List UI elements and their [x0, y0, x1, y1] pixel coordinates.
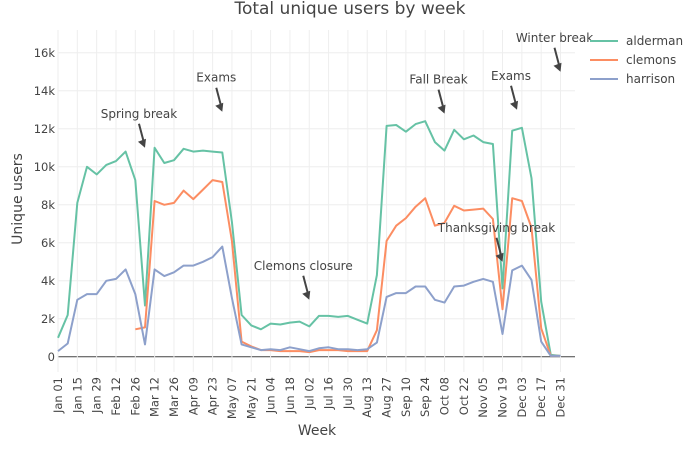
x-tick-label: Nov 05 — [476, 377, 490, 418]
annotation-layer: Spring break Exams Clemons closure Fall Bre… — [101, 31, 593, 300]
annotation-label: Clemons closure — [254, 259, 353, 273]
x-tick-label: Mar 12 — [148, 377, 162, 417]
y-tick-label: 0 — [48, 350, 55, 364]
y-tick-layer: 0 2k 4k 6k 8k 10k 12k 14k 16k — [34, 46, 56, 364]
annotation-arrow — [437, 89, 445, 109]
x-tick-label: Aug 13 — [360, 377, 374, 418]
x-tick-label: Mar 26 — [167, 377, 181, 417]
legend-label: clemons — [626, 53, 676, 67]
y-tick-label: 16k — [34, 46, 56, 60]
grid-layer — [57, 30, 575, 372]
annotation-label: Exams — [196, 71, 236, 85]
chart-title: Total unique users by week — [233, 0, 465, 19]
annotation: Spring break — [101, 107, 178, 148]
y-tick-label: 12k — [34, 122, 56, 136]
x-tick-label: Jan 01 — [51, 377, 65, 414]
y-tick-label: 6k — [41, 236, 55, 250]
x-tick-label: Jul 16 — [322, 377, 336, 410]
x-tick-label: Oct 08 — [438, 377, 452, 415]
legend-label: harrison — [626, 72, 675, 86]
x-tick-label: Feb 12 — [109, 377, 123, 416]
x-axis-title: Week — [298, 423, 337, 439]
x-tick-label: Oct 22 — [457, 377, 471, 415]
y-tick-label: 8k — [41, 198, 55, 212]
x-tick-label: Jul 02 — [302, 377, 316, 410]
y-axis-title: Unique users — [10, 153, 26, 245]
annotation-label: Exams — [491, 69, 531, 83]
annotation-arrow — [302, 275, 310, 296]
annotation: Winter break — [516, 31, 593, 72]
x-tick-label: Feb 26 — [128, 377, 142, 416]
x-tick-label: Sep 24 — [418, 377, 432, 417]
x-tick-label: Jul 30 — [341, 377, 355, 410]
annotation-arrowhead — [437, 104, 446, 114]
series-line-alderman — [57, 120, 561, 357]
x-tick-label: Apr 23 — [206, 377, 220, 415]
x-tick-layer: Jan 01 Jan 15 Jan 29 Feb 12 Feb 26 Mar 12 Mar … — [51, 377, 568, 419]
annotation: Fall Break — [409, 73, 468, 114]
annotation-arrowhead — [215, 102, 224, 112]
x-tick-label: Dec 17 — [534, 377, 548, 418]
annotation-arrowhead — [510, 100, 519, 110]
annotation-arrow — [510, 85, 517, 106]
annotation: Exams — [196, 71, 236, 112]
y-tick-label: 2k — [41, 312, 55, 326]
annotation-label: Winter break — [516, 31, 593, 45]
annotation-arrow — [215, 87, 223, 107]
annotation: Thanksgiving break — [437, 221, 556, 262]
x-tick-label: May 07 — [225, 377, 239, 419]
annotation-arrowhead — [137, 138, 146, 148]
x-tick-label: Jan 29 — [90, 377, 104, 414]
series-line-harrison — [57, 245, 561, 357]
legend: alderman clemons harrison — [590, 34, 683, 86]
legend-item-harrison[interactable]: harrison — [590, 72, 675, 86]
y-tick-label: 14k — [34, 84, 56, 98]
x-tick-label: Jun 04 — [264, 377, 278, 414]
annotation-arrow — [138, 123, 145, 144]
x-tick-label: Dec 03 — [515, 377, 529, 418]
x-tick-label: Jan 15 — [70, 377, 84, 414]
annotation-arrowhead — [495, 252, 504, 262]
x-tick-label: Sep 10 — [399, 377, 413, 417]
legend-item-clemons[interactable]: clemons — [590, 53, 676, 67]
annotation-arrowhead — [553, 62, 562, 72]
annotation: Clemons closure — [254, 259, 353, 300]
x-tick-label: Apr 09 — [186, 377, 200, 415]
x-tick-label: Dec 31 — [554, 377, 568, 418]
x-tick-label: Jun 18 — [283, 377, 297, 414]
annotation-arrow — [495, 237, 503, 258]
x-tick-label: Aug 27 — [380, 377, 394, 418]
series-line-clemons — [135, 179, 561, 357]
legend-label: alderman — [626, 34, 683, 48]
series-layer — [57, 120, 561, 357]
x-tick-label: Nov 19 — [496, 377, 510, 418]
annotation-arrow — [553, 47, 561, 68]
annotation: Exams — [491, 69, 531, 110]
y-tick-label: 4k — [41, 274, 55, 288]
annotation-label: Fall Break — [409, 73, 467, 87]
x-tick-label: May 21 — [244, 377, 258, 419]
y-tick-label: 10k — [34, 160, 56, 174]
legend-item-alderman[interactable]: alderman — [590, 34, 683, 48]
annotation-label: Spring break — [101, 107, 178, 121]
annotation-label: Thanksgiving break — [437, 221, 556, 235]
annotation-arrowhead — [302, 290, 311, 300]
